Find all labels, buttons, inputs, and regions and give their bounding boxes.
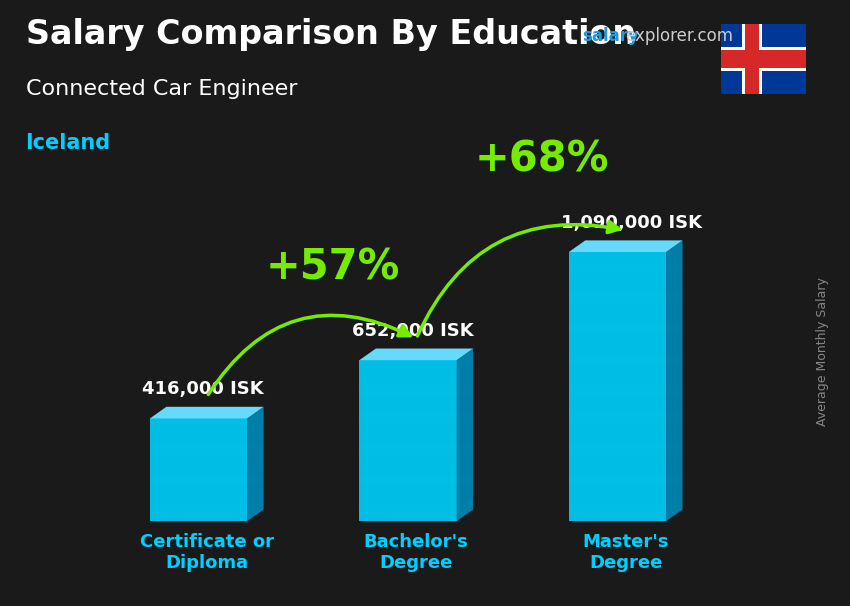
Polygon shape: [150, 407, 264, 419]
Bar: [745, 24, 759, 94]
Polygon shape: [247, 407, 264, 521]
Text: Master's
Degree: Master's Degree: [582, 533, 669, 572]
Text: Average Monthly Salary: Average Monthly Salary: [816, 277, 829, 426]
Text: Salary Comparison By Education: Salary Comparison By Education: [26, 18, 636, 51]
Polygon shape: [360, 360, 456, 521]
Bar: [721, 47, 806, 72]
Polygon shape: [360, 348, 473, 360]
Text: Connected Car Engineer: Connected Car Engineer: [26, 79, 297, 99]
Text: +57%: +57%: [265, 247, 400, 288]
Polygon shape: [456, 348, 473, 521]
Polygon shape: [666, 241, 683, 521]
Text: +68%: +68%: [474, 138, 609, 181]
Text: 652,000 ISK: 652,000 ISK: [352, 322, 473, 340]
Text: Certificate or
Diploma: Certificate or Diploma: [139, 533, 274, 572]
Bar: [721, 50, 806, 68]
Text: Bachelor's
Degree: Bachelor's Degree: [364, 533, 468, 572]
Polygon shape: [569, 241, 683, 252]
Text: explorer.com: explorer.com: [625, 27, 733, 45]
Text: salary: salary: [582, 27, 639, 45]
Polygon shape: [569, 252, 666, 521]
Polygon shape: [150, 419, 247, 521]
Text: 1,090,000 ISK: 1,090,000 ISK: [561, 214, 702, 232]
Bar: [742, 24, 762, 94]
Text: 416,000 ISK: 416,000 ISK: [143, 381, 264, 399]
Text: Iceland: Iceland: [26, 133, 110, 153]
